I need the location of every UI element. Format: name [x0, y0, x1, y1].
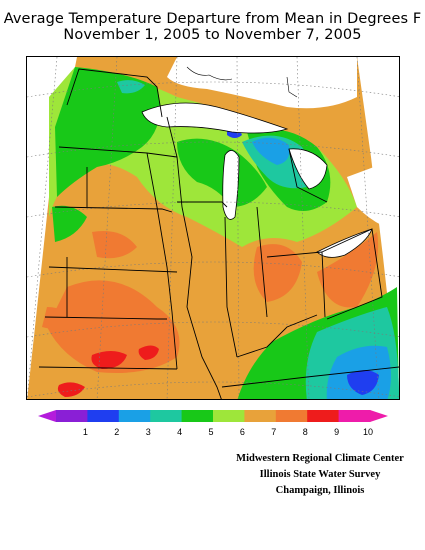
legend-tick-label: 3	[146, 427, 151, 437]
legend-swatch	[56, 410, 88, 422]
legend-high-arrow	[370, 410, 388, 422]
cool-region-minnesota	[55, 67, 160, 197]
canada-region	[167, 57, 357, 109]
legend-tick-label: 5	[208, 427, 213, 437]
legend-tick-label: 6	[240, 427, 245, 437]
legend-tick-label: 4	[177, 427, 182, 437]
legend-swatch	[118, 410, 151, 422]
legend-swatch	[87, 410, 120, 422]
cool-region-blue-lake-michigan	[252, 137, 290, 165]
graticule	[27, 57, 399, 399]
warm-region-indiana	[253, 244, 302, 302]
map-canvas	[27, 57, 399, 399]
legend-swatches	[56, 410, 371, 422]
legend-tick-label: 9	[334, 427, 339, 437]
legend-swatch	[275, 410, 308, 422]
warm-region-ohio	[317, 232, 379, 308]
ontario-region	[347, 157, 399, 232]
credit-line-3: Champaign, Illinois	[275, 485, 365, 496]
color-scale-legend: 1 2 3 4 5 6 7 8 9 10	[38, 410, 388, 437]
warm-region-kansas	[42, 307, 72, 329]
outside-domain-left	[27, 57, 77, 399]
lake-erie	[316, 228, 373, 258]
temperature-departure-map	[26, 56, 400, 400]
map-title-line-2: November 1, 2005 to November 7, 2005	[63, 27, 362, 43]
legend-tick-label: 8	[303, 427, 308, 437]
credit-line-2: Illinois State Water Survey	[259, 469, 381, 480]
state-boundaries	[38, 68, 399, 399]
lake-huron	[288, 148, 328, 190]
legend-swatch	[181, 410, 214, 422]
legend-swatch	[150, 410, 183, 422]
warm-region-iowa	[92, 231, 137, 259]
legend-swatch	[244, 410, 277, 422]
hot-spot-missouri	[91, 351, 127, 369]
lake-superior	[141, 102, 289, 134]
legend-tick-label: 7	[271, 427, 276, 437]
legend-low-arrow	[38, 410, 56, 422]
cool-region-nebraska	[52, 205, 87, 242]
cold-spot-tennessee	[347, 370, 379, 395]
legend-tick-label: 1	[83, 427, 88, 437]
hot-spot-oklahoma	[57, 382, 85, 397]
legend-tick-label: 2	[114, 427, 119, 437]
legend-swatch	[213, 410, 245, 422]
legend-tick-label: 10	[363, 427, 373, 437]
cool-region-wisconsin	[177, 138, 267, 207]
legend-swatch	[307, 410, 340, 422]
outside-domain-right	[357, 57, 399, 399]
credit-line-1: Midwestern Regional Climate Center	[236, 453, 404, 464]
legend-swatch	[338, 410, 371, 422]
hot-spot-missouri-east	[138, 345, 159, 360]
map-title-line-1: Average Temperature Departure from Mean …	[3, 11, 422, 27]
legend-tick-labels: 1 2 3 4 5 6 7 8 9 10	[83, 427, 373, 437]
